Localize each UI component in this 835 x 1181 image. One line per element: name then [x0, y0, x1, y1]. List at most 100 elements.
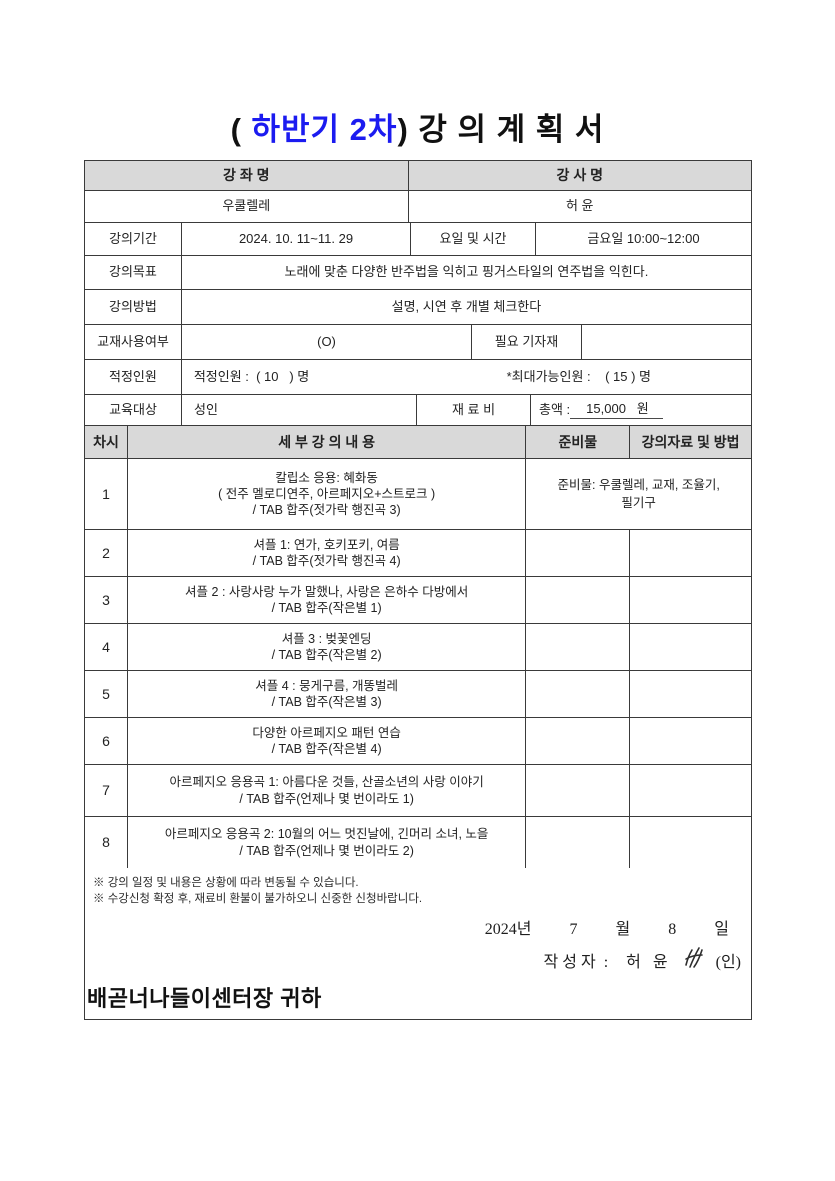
date-day-num: 8	[668, 921, 677, 938]
schedule-row-2: 2 셔플 1: 연가, 호키포키, 여름 / TAB 합주(젓가락 행진곡 4)	[85, 530, 751, 577]
materials-cell	[630, 624, 751, 670]
title-highlight: 하반기 2차	[251, 112, 398, 147]
schedule-row-7: 7 아르페지오 응용곡 1: 아름다운 것들, 산골소년의 사랑 이야기 / T…	[85, 765, 751, 817]
capacity-value: 적정인원 : ( 10 ) 명	[193, 368, 310, 384]
instructor-value: 허 윤	[565, 198, 594, 214]
materials-cell	[630, 671, 751, 717]
target-label: 교육대상	[85, 395, 182, 425]
supplies-cell	[526, 671, 631, 717]
session-number: 7	[85, 765, 128, 816]
schedule-row-3: 3 셔플 2 : 사랑사랑 누가 말했나, 사랑은 은하수 다방에서 / TAB…	[85, 577, 751, 624]
target-value: 성인	[182, 395, 417, 425]
fee-label: 재 료 비	[417, 395, 531, 425]
session-content: 셔플 4 : 뭉게구름, 개똥벌레 / TAB 합주(작은별 3)	[128, 671, 527, 717]
session-content: 아르페지오 응용곡 1: 아름다운 것들, 산골소년의 사랑 이야기 / TAB…	[128, 765, 527, 816]
fee-prefix: 총액 :	[539, 401, 571, 417]
session-number: 6	[85, 718, 128, 764]
session-number: 4	[85, 624, 128, 670]
schedule-row-8: 8 아르페지오 응용곡 2: 10월의 어느 멋진날에, 긴머리 소녀, 노을 …	[85, 817, 751, 868]
goal-label: 강의목표	[85, 256, 182, 289]
textbook-value: (O)	[182, 325, 472, 359]
schedule-row-6: 6 다양한 아르페지오 패턴 연습 / TAB 합주(작은별 4)	[85, 718, 751, 765]
session-content: 셔플 3 : 벚꽃엔딩 / TAB 합주(작은별 2)	[128, 624, 527, 670]
session-content: 셔플 2 : 사랑사랑 누가 말했나, 사랑은 은하수 다방에서 / TAB 합…	[128, 577, 527, 623]
author-label: 작 성 자 :	[543, 954, 609, 971]
fee-cell: 총액 : 15,000 원	[531, 395, 751, 425]
goal-value: 노래에 맞춘 다양한 반주법을 익히고 핑거스타일의 연주법을 익힌다.	[284, 264, 649, 280]
schedule-header-row: 차시 세 부 강 의 내 용 준비물 강의자료 및 방법	[85, 426, 751, 459]
session-content: 칼립소 응용: 혜화동 ( 전주 멜로디연주, 아르페지오+스트로크 ) / T…	[128, 459, 527, 529]
period-label: 강의기간	[85, 223, 182, 255]
textbook-row: 교재사용여부 (O) 필요 기자재	[85, 325, 751, 360]
materials-cell	[630, 530, 751, 576]
schedule-header-content: 세 부 강 의 내 용	[127, 426, 527, 458]
materials-cell	[630, 817, 751, 868]
day-time-label: 요일 및 시간	[411, 223, 536, 255]
schedule-header-supplies: 준비물	[526, 426, 631, 458]
author-name: 허 윤	[626, 954, 672, 971]
session-content: 셔플 1: 연가, 호키포키, 여름 / TAB 합주(젓가락 행진곡 4)	[128, 530, 527, 576]
max-capacity-value: *최대가능인원 : ( 15 ) 명	[506, 368, 651, 384]
equipment-label: 필요 기자재	[472, 325, 582, 359]
date-month-num: 7	[569, 921, 578, 938]
schedule-row-4: 4 셔플 3 : 벚꽃엔딩 / TAB 합주(작은별 2)	[85, 624, 751, 671]
supplies-note: 준비물: 우쿨렐레, 교재, 조율기, 필기구	[557, 477, 720, 510]
supplies-cell	[526, 530, 631, 576]
supplies-cell	[526, 718, 631, 764]
note-line-1: ※ 강의 일정 및 내용은 상황에 따라 변동될 수 있습니다.	[93, 877, 359, 889]
day-time-value: 금요일 10:00~12:00	[587, 230, 700, 246]
period-value: 2024. 10. 11~11. 29	[182, 223, 411, 255]
method-row: 강의방법 설명, 시연 후 개별 체크한다	[85, 290, 751, 325]
capacity-row: 적정인원 적정인원 : ( 10 ) 명 *최대가능인원 : ( 15 ) 명	[85, 360, 751, 395]
instructor-header: 강 사 명	[408, 161, 751, 190]
materials-cell	[630, 577, 751, 623]
session-content: 다양한 아르페지오 패턴 연습 / TAB 합주(작은별 4)	[128, 718, 527, 764]
session-content: 아르페지오 응용곡 2: 10월의 어느 멋진날에, 긴머리 소녀, 노을 / …	[128, 817, 527, 868]
info-names-row: 우쿨렐레 허 윤	[85, 191, 751, 223]
period-row: 강의기간 2024. 10. 11~11. 29 요일 및 시간 금요일 10:…	[85, 223, 751, 256]
title-prefix: (	[230, 112, 252, 147]
note-line-2: ※ 수강신청 확정 후, 재료비 환불이 불가하오니 신중한 신청바랍니다.	[93, 893, 423, 906]
title-suffix: ) 강 의 계 획 서	[397, 112, 605, 147]
session-number: 2	[85, 530, 128, 576]
supplies-cell	[526, 624, 631, 670]
method-label: 강의방법	[85, 290, 182, 324]
page-title: ( 하반기 2차) 강 의 계 획 서	[0, 104, 835, 149]
session-number: 5	[85, 671, 128, 717]
session-number: 3	[85, 577, 128, 623]
schedule-header-materials: 강의자료 및 방법	[630, 426, 751, 458]
textbook-label: 교재사용여부	[85, 325, 182, 359]
materials-cell	[630, 718, 751, 764]
session-number: 1	[85, 459, 128, 529]
supplies-cell	[526, 577, 631, 623]
supplies-cell	[526, 817, 631, 868]
materials-cell	[630, 765, 751, 816]
capacity-cell: 적정인원 : ( 10 ) 명 *최대가능인원 : ( 15 ) 명	[182, 360, 751, 394]
session-number: 8	[85, 817, 128, 868]
date-line: 2024년 7 월 8 일	[485, 915, 729, 939]
date-month-unit: 월	[615, 921, 631, 938]
notes: ※ 강의 일정 및 내용은 상황에 따라 변동될 수 있습니다. ※ 수강신청 …	[93, 875, 422, 907]
target-fee-row: 교육대상 성인 재 료 비 총액 : 15,000 원	[85, 395, 751, 426]
document-table: 강 좌 명 강 사 명 우쿨렐레 허 윤 강의기간 2024. 10. 11~1…	[84, 160, 752, 1020]
goal-row: 강의목표 노래에 맞춘 다양한 반주법을 익히고 핑거스타일의 연주법을 익힌다…	[85, 256, 751, 290]
equipment-value	[582, 325, 751, 359]
schedule-header-no: 차시	[85, 426, 128, 458]
schedule-row-1: 1 칼립소 응용: 혜화동 ( 전주 멜로디연주, 아르페지오+스트로크 ) /…	[85, 459, 751, 530]
course-name-value: 우쿨렐레	[85, 191, 409, 222]
footer-box: ※ 강의 일정 및 내용은 상황에 따라 변동될 수 있습니다. ※ 수강신청 …	[85, 868, 751, 1019]
recipient: 배곧너나들이센터장 귀하	[87, 986, 322, 1011]
capacity-label: 적정인원	[85, 360, 182, 394]
author-line: 작 성 자 : 허 윤 (인)	[543, 947, 741, 972]
date-year: 2024년	[484, 921, 532, 938]
signature-scribble	[684, 947, 703, 968]
fee-value: 15,000 원	[570, 401, 663, 420]
seal-label: (인)	[715, 954, 741, 971]
info-header-row: 강 좌 명 강 사 명	[85, 161, 751, 191]
supplies-cell	[526, 765, 631, 816]
schedule-row-5: 5 셔플 4 : 뭉게구름, 개똥벌레 / TAB 합주(작은별 3)	[85, 671, 751, 718]
method-value: 설명, 시연 후 개별 체크한다	[391, 298, 542, 314]
schedule-table: 차시 세 부 강 의 내 용 준비물 강의자료 및 방법 1 칼립소 응용: 혜…	[85, 426, 751, 868]
date-day-unit: 일	[714, 921, 729, 938]
